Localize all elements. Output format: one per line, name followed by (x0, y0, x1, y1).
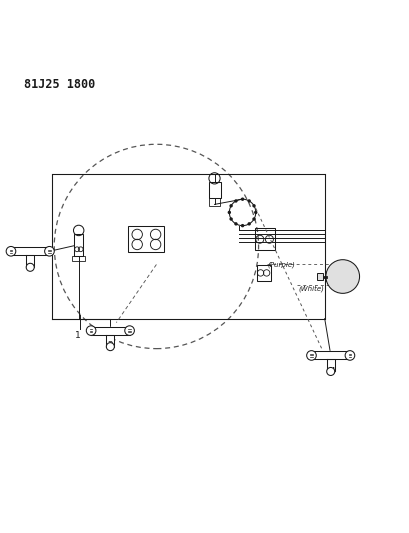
Polygon shape (11, 247, 49, 255)
Circle shape (86, 326, 96, 335)
Bar (209, 182, 220, 198)
Text: (White): (White) (299, 285, 324, 292)
Polygon shape (91, 327, 130, 335)
Circle shape (228, 212, 230, 213)
Circle shape (242, 224, 244, 227)
Polygon shape (106, 335, 115, 346)
Bar (52, 174, 325, 319)
Circle shape (26, 263, 34, 271)
Circle shape (230, 218, 232, 220)
Text: 2: 2 (27, 263, 33, 272)
Polygon shape (327, 359, 335, 372)
Circle shape (106, 343, 115, 351)
Bar (128, 227, 164, 253)
Text: 81J25 1800: 81J25 1800 (24, 78, 95, 91)
Circle shape (125, 326, 135, 335)
Circle shape (45, 246, 54, 256)
Circle shape (255, 212, 257, 213)
Polygon shape (312, 351, 350, 359)
Text: (Purple): (Purple) (268, 261, 296, 268)
Bar (209, 198, 220, 206)
Circle shape (253, 218, 255, 220)
Circle shape (248, 223, 250, 225)
Text: 2: 2 (108, 342, 113, 350)
Circle shape (230, 205, 232, 207)
Circle shape (242, 198, 244, 200)
Bar (254, 229, 274, 251)
Text: 1: 1 (75, 332, 81, 341)
Text: 4: 4 (330, 367, 335, 376)
Circle shape (327, 367, 335, 375)
Bar (74, 235, 83, 256)
Text: 3: 3 (352, 277, 358, 286)
Circle shape (248, 200, 250, 202)
Circle shape (307, 351, 316, 360)
Circle shape (235, 200, 237, 202)
Circle shape (6, 246, 16, 256)
Bar (317, 273, 323, 280)
Circle shape (253, 205, 255, 207)
Circle shape (326, 260, 360, 293)
Circle shape (345, 351, 355, 360)
Bar (256, 265, 271, 280)
Polygon shape (26, 255, 34, 268)
Bar (72, 256, 85, 261)
Circle shape (235, 223, 237, 225)
